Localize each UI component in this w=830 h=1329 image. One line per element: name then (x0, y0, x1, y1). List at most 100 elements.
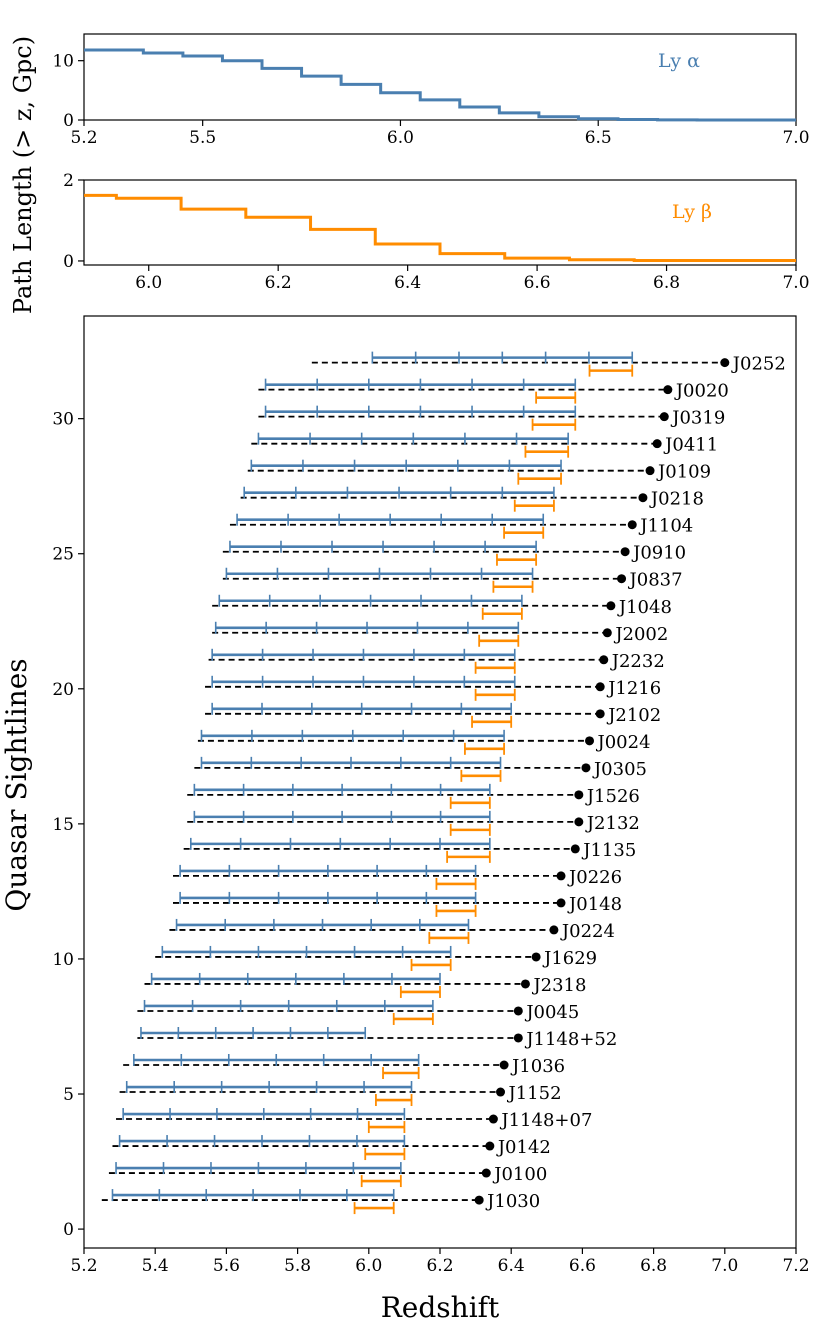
x-tick-label: 6.2 (265, 273, 292, 293)
xaxis-label: Redshift (381, 1291, 500, 1324)
x-tick-label: 6.2 (426, 1256, 453, 1276)
quasar-label-J0319: J0319 (670, 408, 725, 429)
quasar-point-J1148+07 (488, 1114, 498, 1124)
quasar-label-J1036: J1036 (510, 1056, 565, 1077)
quasar-label-J0837: J0837 (628, 570, 683, 591)
y-tick-label: 20 (52, 680, 74, 700)
quasar-point-J0142 (485, 1141, 495, 1151)
quasar-label-J2002: J2002 (613, 624, 668, 645)
y-tick-label: 30 (52, 410, 74, 430)
y-tick-label: 0 (63, 111, 74, 131)
quasar-point-J2132 (574, 817, 584, 827)
x-tick-label: 6.8 (653, 273, 680, 293)
quasar-label-J1629: J1629 (542, 948, 597, 969)
quasar-label-J1135: J1135 (581, 840, 636, 861)
axes-frame (83, 179, 797, 266)
quasar-point-J1135 (570, 844, 580, 854)
quasar-point-J0319 (659, 412, 669, 422)
x-tick-label: 6.0 (355, 1256, 382, 1276)
quasar-point-J0411 (652, 439, 662, 449)
quasar-label-J0910: J0910 (631, 543, 686, 564)
quasar-label-J0148: J0148 (567, 894, 622, 915)
quasar-label-J1104: J1104 (638, 516, 693, 537)
x-tick-label: 5.2 (70, 1256, 97, 1276)
quasar-label-J2132: J2132 (585, 813, 640, 834)
y-tick-label: 0 (63, 1220, 74, 1240)
x-tick-label: 5.5 (189, 128, 216, 148)
x-tick-label: 7.0 (782, 128, 809, 148)
x-tick-label: 6.4 (394, 273, 421, 293)
quasar-point-J1629 (531, 952, 541, 962)
quasar-point-J1036 (499, 1060, 509, 1070)
quasar-label-J2102: J2102 (606, 705, 661, 726)
y-tick-label: 15 (52, 815, 74, 835)
quasar-label-J0224: J0224 (560, 921, 615, 942)
quasar-point-J0024 (585, 736, 595, 746)
quasar-point-J0910 (620, 547, 630, 557)
quasar-point-J2232 (599, 655, 609, 665)
x-tick-label: 5.4 (142, 1256, 169, 1276)
quasar-sightlines-panel: 5.2 5.4 5.6 5.8 6.0 6.2 6.4 6.6 6.8 7.0 7.2 0 5 10 15 2… (52, 315, 810, 1276)
y-tick-label: 10 (52, 950, 74, 970)
quasar-point-J1216 (595, 682, 605, 692)
quasar-label-J0109: J0109 (656, 462, 711, 483)
quasar-point-J1048 (606, 601, 616, 611)
quasar-label-J0252: J0252 (731, 354, 786, 375)
quasar-label-J0226: J0226 (567, 867, 622, 888)
quasar-point-J0837 (617, 574, 627, 584)
lya-legend: Ly α (658, 50, 700, 72)
quasar-point-J0109 (645, 466, 655, 476)
quasar-point-J1104 (627, 520, 637, 530)
y-tick-label: 2 (63, 171, 74, 191)
quasar-label-J0020: J0020 (674, 381, 729, 402)
lyb-legend: Ly β (672, 201, 712, 223)
quasar-point-J0148 (556, 898, 566, 908)
quasar-point-J0305 (581, 763, 591, 773)
x-tick-label: 7.0 (711, 1256, 738, 1276)
y-tick-label: 5 (63, 1085, 74, 1105)
sightlines-ylabel: Quasar Sightlines (0, 658, 33, 911)
x-tick-label: 7.2 (782, 1256, 809, 1276)
quasar-label-J0411: J0411 (663, 435, 718, 456)
x-tick-label: 6.0 (135, 273, 162, 293)
x-tick-label: 5.2 (70, 128, 97, 148)
quasar-label-J1148+07: J1148+07 (499, 1110, 592, 1131)
quasar-label-J2232: J2232 (610, 651, 665, 672)
quasar-point-J1526 (574, 790, 584, 800)
lyb-step-line (84, 193, 796, 263)
y-tick-label: 25 (52, 545, 74, 565)
quasar-point-J0100 (481, 1168, 491, 1178)
x-tick-label: 6.8 (640, 1256, 667, 1276)
quasar-label-J0305: J0305 (592, 759, 647, 780)
quasar-label-J0024: J0024 (596, 732, 651, 753)
quasar-point-J0218 (638, 493, 648, 503)
x-tick-label: 6.4 (498, 1256, 525, 1276)
quasar-label-J0142: J0142 (496, 1137, 551, 1158)
quasar-point-J1030 (474, 1195, 484, 1205)
axes-frame (83, 33, 797, 121)
quasar-point-J1152 (496, 1087, 506, 1097)
quasar-label-J0045: J0045 (524, 1002, 579, 1023)
quasar-point-J1148+52 (513, 1033, 523, 1043)
quasar-point-J0224 (549, 925, 559, 935)
quasar-label-J0100: J0100 (492, 1164, 547, 1185)
quasar-point-J0020 (663, 385, 673, 395)
lya-step-line (84, 48, 796, 122)
quasar-label-J1152: J1152 (507, 1083, 562, 1104)
x-tick-label: 6.6 (569, 1256, 596, 1276)
top-ylabel: Path Length (> z, Gpc) (9, 36, 37, 314)
quasar-label-J2318: J2318 (531, 975, 586, 996)
quasar-label-J0218: J0218 (649, 489, 704, 510)
x-tick-label: 6.5 (585, 128, 612, 148)
quasar-point-J2002 (602, 628, 612, 638)
x-tick-label: 6.0 (387, 128, 414, 148)
quasar-point-J2102 (595, 709, 605, 719)
y-tick-label: 0 (63, 252, 74, 272)
x-tick-label: 5.6 (213, 1256, 240, 1276)
lya-path-length-panel: 5.2 5.5 6.0 6.5 7.0 0 10 Ly α (52, 33, 810, 148)
quasar-point-J2318 (520, 979, 530, 989)
lyb-path-length-panel: 6.0 6.2 6.4 6.6 6.8 7.0 0 2 Ly β (63, 171, 809, 293)
quasar-point-J0252 (720, 358, 730, 368)
y-tick-label: 10 (52, 52, 74, 72)
